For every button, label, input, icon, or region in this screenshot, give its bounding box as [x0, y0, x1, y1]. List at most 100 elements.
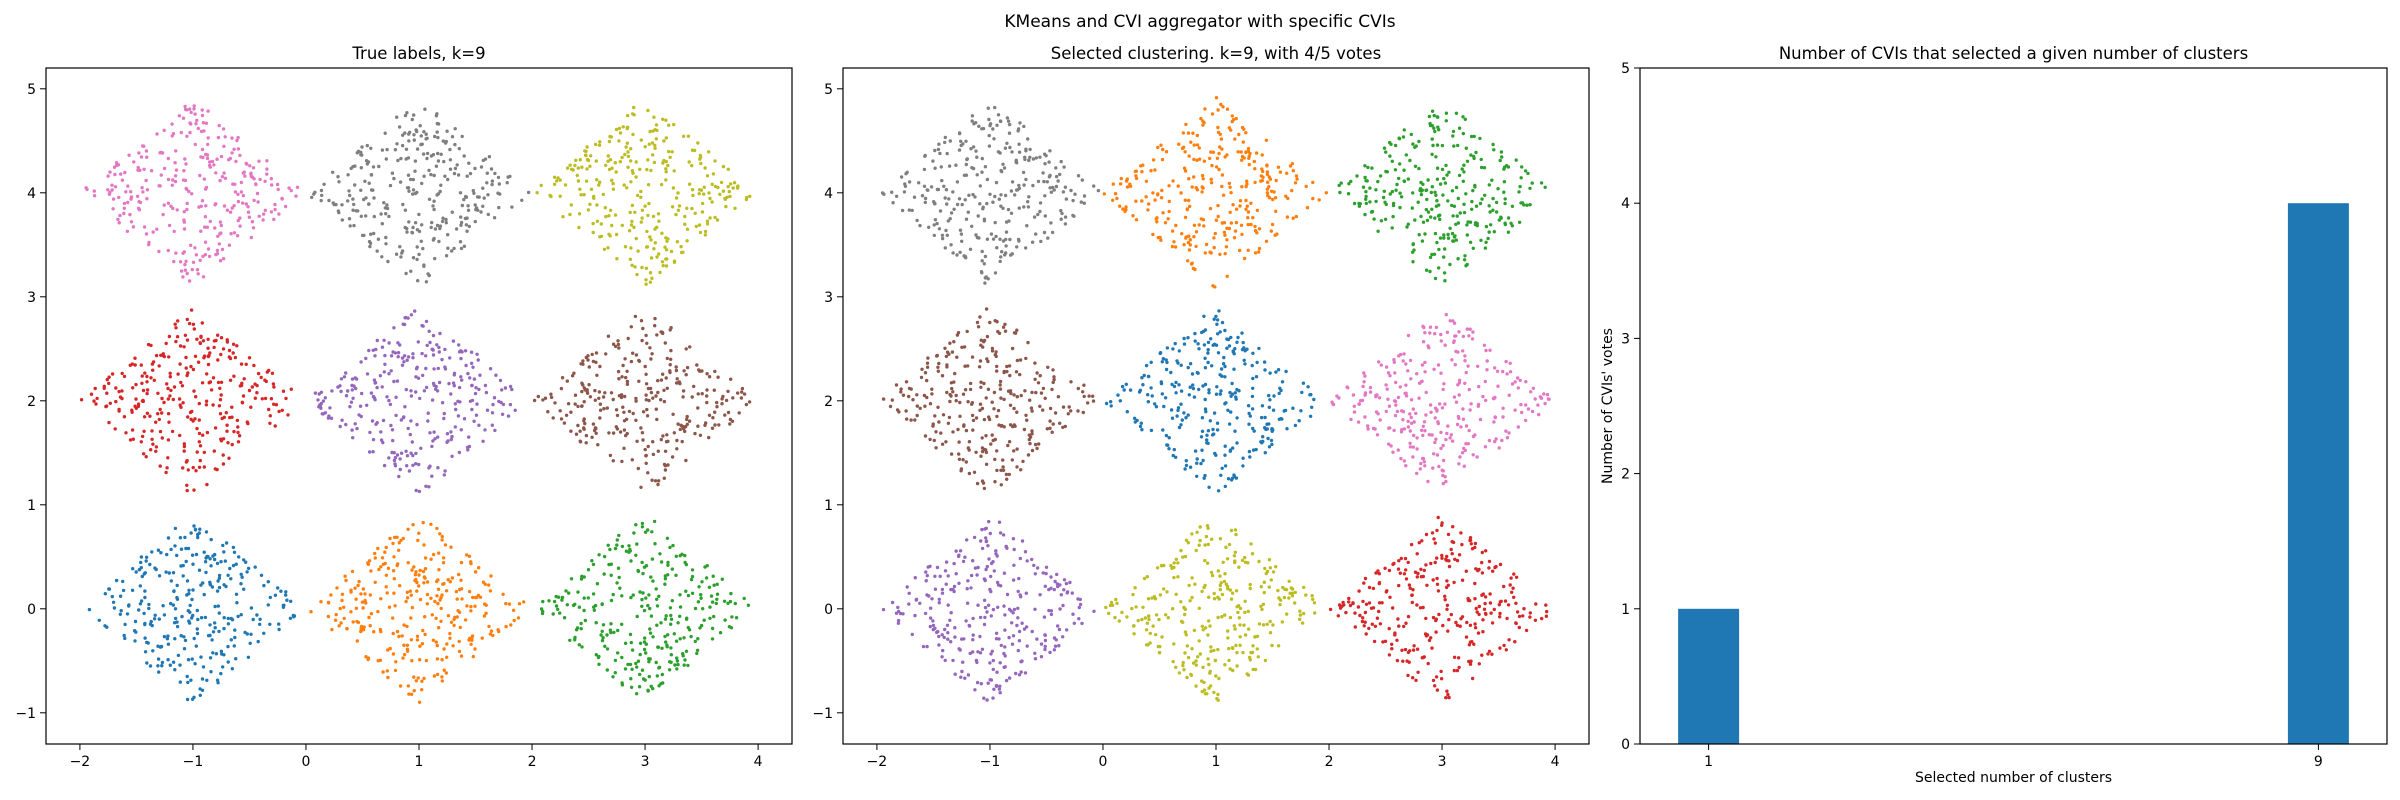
scatter-point — [1471, 330, 1475, 334]
scatter-point — [985, 610, 989, 614]
scatter-point — [1179, 363, 1183, 367]
scatter-point — [1225, 557, 1230, 561]
scatter-point — [467, 444, 472, 449]
scatter-point — [447, 381, 451, 386]
scatter-point — [662, 476, 666, 480]
scatter-point — [250, 220, 255, 224]
scatter-point — [665, 433, 669, 437]
scatter-point — [1179, 423, 1183, 427]
scatter-point — [962, 173, 967, 177]
scatter-point — [658, 270, 662, 275]
scatter-point — [235, 234, 240, 238]
scatter-point — [1414, 678, 1418, 682]
scatter-point — [978, 615, 983, 620]
scatter-point — [327, 414, 331, 418]
scatter-point — [1505, 372, 1509, 376]
scatter-point — [606, 246, 610, 250]
scatter-point — [150, 429, 154, 433]
scatter-point — [707, 435, 711, 440]
scatter-point — [411, 523, 415, 527]
scatter-point — [249, 174, 253, 179]
scatter-point — [1216, 489, 1221, 493]
scatter-point — [107, 420, 111, 425]
scatter-point — [1065, 628, 1069, 632]
scatter-point — [322, 182, 326, 186]
scatter-point — [1466, 364, 1470, 368]
scatter-point — [1469, 542, 1474, 546]
scatter-point — [224, 411, 228, 415]
scatter-point — [678, 605, 683, 609]
scatter-point — [1212, 245, 1216, 250]
scatter-point — [218, 386, 222, 390]
scatter-point — [1024, 149, 1028, 153]
scatter-point — [708, 616, 712, 620]
scatter-point — [644, 333, 648, 338]
scatter-point — [1498, 600, 1503, 604]
scatter-point — [198, 258, 202, 262]
scatter-point — [400, 251, 404, 255]
scatter-point — [205, 156, 210, 161]
scatter-point — [450, 434, 454, 439]
scatter-point — [1438, 402, 1442, 406]
scatter-point — [1164, 433, 1169, 438]
scatter-point — [1027, 195, 1031, 199]
scatter-point — [659, 437, 663, 442]
scatter-point — [230, 415, 234, 419]
scatter-point — [405, 624, 409, 629]
scatter-point — [597, 654, 601, 659]
scatter-point — [653, 143, 657, 147]
scatter-point — [1062, 588, 1066, 592]
scatter-point — [199, 155, 203, 159]
scatter-point — [1174, 592, 1178, 596]
scatter-point — [354, 386, 358, 391]
scatter-point — [122, 415, 127, 419]
scatter-point — [245, 570, 249, 574]
scatter-point — [145, 391, 149, 396]
scatter-point — [196, 272, 200, 276]
scatter-point — [222, 144, 226, 148]
scatter-point — [698, 369, 702, 373]
scatter-point — [645, 341, 649, 345]
scatter-point — [1164, 367, 1169, 372]
scatter-point — [469, 642, 473, 646]
scatter-point — [1148, 641, 1152, 645]
scatter-point — [383, 131, 387, 135]
scatter-point — [1161, 428, 1165, 432]
scatter-point — [1024, 591, 1029, 595]
scatter-point — [403, 131, 407, 135]
scatter-point — [144, 232, 149, 236]
scatter-point — [284, 593, 288, 597]
scatter-point — [1036, 381, 1041, 385]
scatter-point — [229, 232, 233, 236]
scatter-point — [1412, 644, 1416, 648]
scatter-point — [462, 197, 466, 202]
scatter-point — [346, 173, 350, 177]
scatter-point — [558, 178, 562, 182]
scatter-point — [1017, 673, 1022, 677]
scatter-point — [1072, 621, 1077, 625]
scatter-point — [323, 411, 328, 415]
scatter-point — [935, 187, 940, 192]
scatter-point — [1273, 196, 1278, 200]
scatter-point — [973, 688, 977, 692]
scatter-point — [326, 600, 331, 605]
scatter-point — [151, 368, 155, 372]
scatter-point — [909, 418, 913, 422]
scatter-point — [144, 455, 148, 459]
scatter-point — [435, 223, 440, 228]
scatter-point — [1215, 428, 1220, 432]
scatter-point — [674, 554, 678, 558]
scatter-point — [998, 387, 1003, 391]
scatter-point — [167, 355, 171, 359]
scatter-point — [637, 358, 641, 363]
scatter-point — [630, 648, 635, 652]
scatter-point — [1176, 361, 1180, 365]
scatter-point — [1290, 587, 1295, 591]
scatter-point — [192, 636, 196, 641]
scatter-point — [486, 193, 490, 197]
scatter-point — [690, 591, 695, 595]
scatter-point — [890, 600, 895, 605]
scatter-point — [272, 385, 276, 389]
scatter-point — [222, 550, 226, 554]
scatter-point — [1480, 593, 1484, 597]
